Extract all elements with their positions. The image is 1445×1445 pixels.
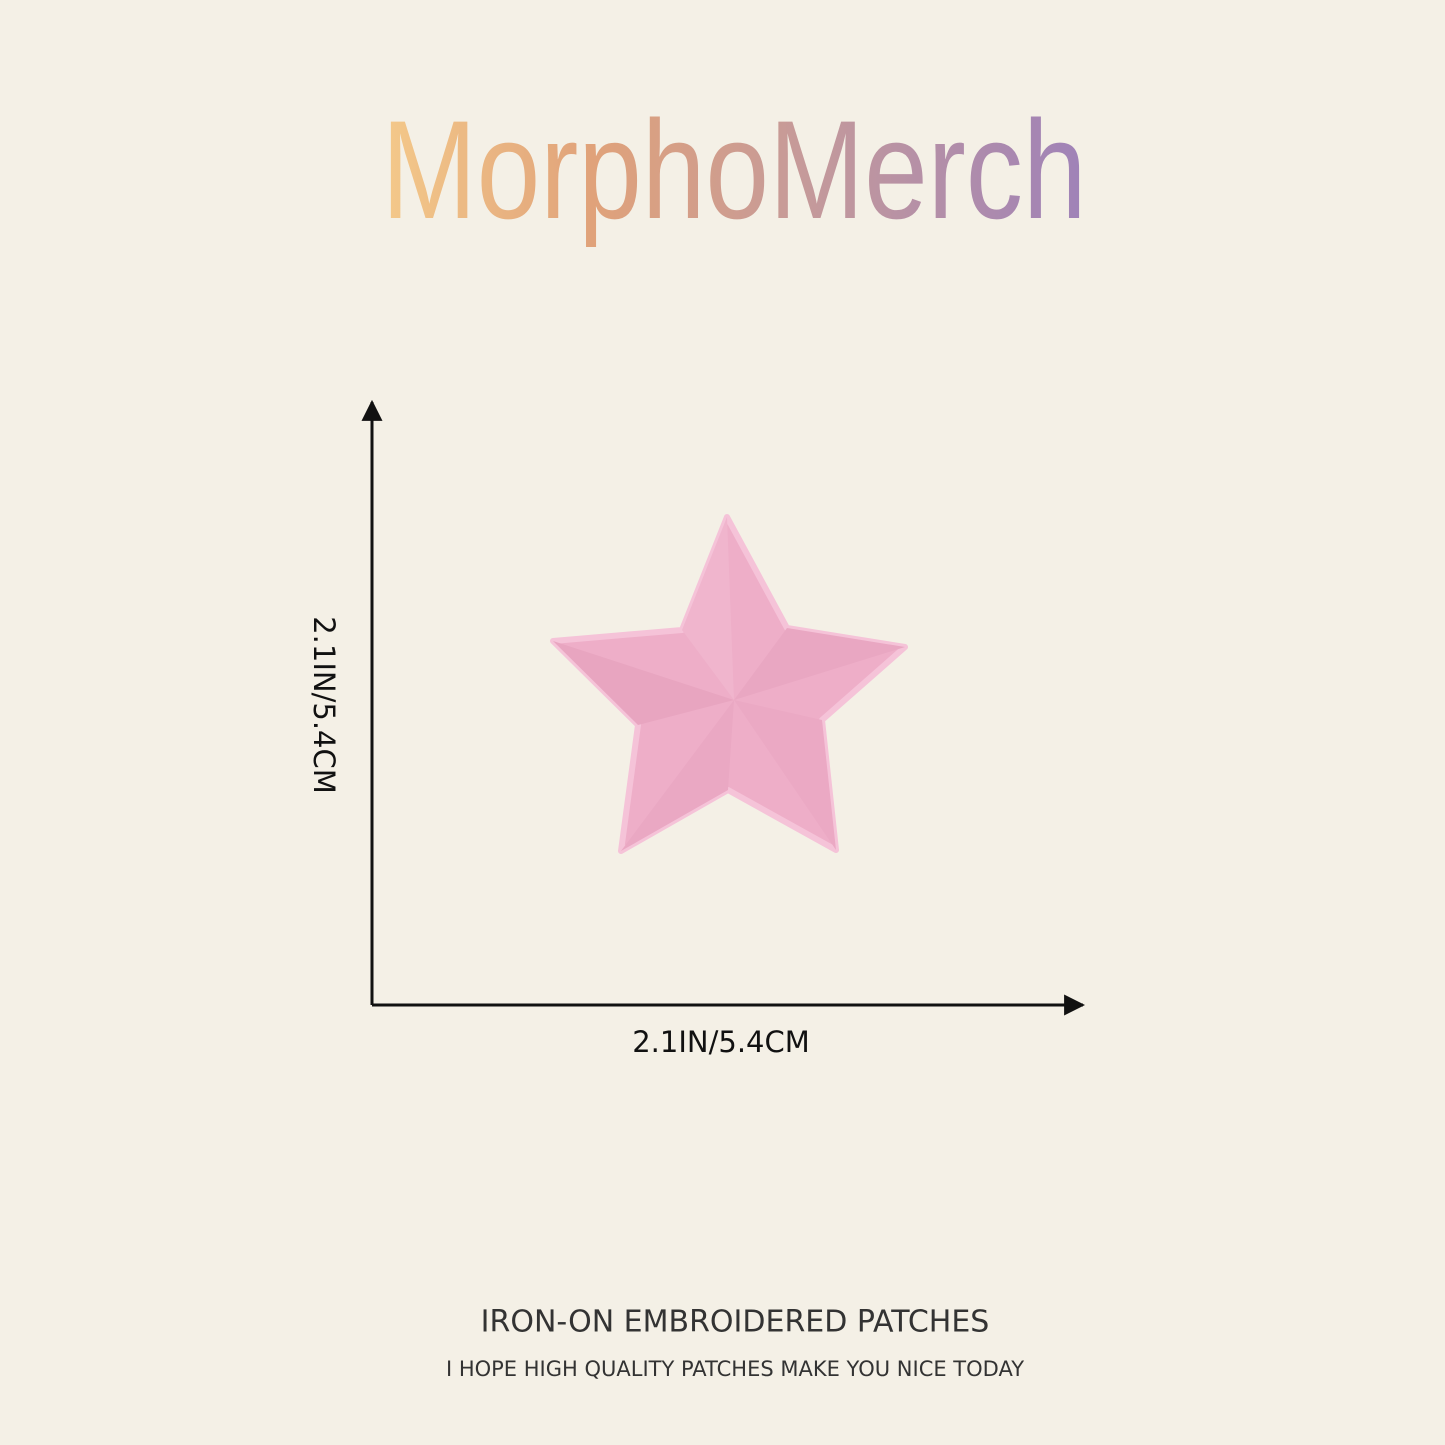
width-label: 2.1IN/5.4CM <box>632 1025 810 1059</box>
star-patch <box>550 514 908 854</box>
brand-logo: MorphoMerch <box>382 91 1087 248</box>
height-label: 2.1IN/5.4CM <box>307 616 341 794</box>
footer-title: IRON-ON EMBROIDERED PATCHES <box>481 1305 990 1340</box>
footer-subtitle: I HOPE HIGH QUALITY PATCHES MAKE YOU NIC… <box>446 1357 1024 1381</box>
